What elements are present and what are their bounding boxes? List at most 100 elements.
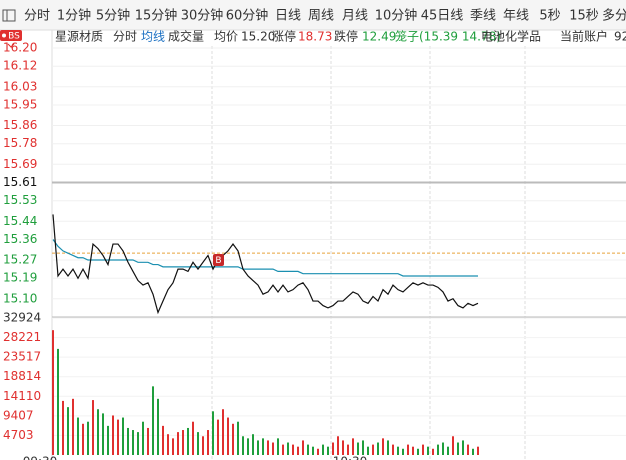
y-tick-label: 15.95 [3, 97, 37, 111]
volume-bar [477, 446, 479, 455]
volume-bar [62, 400, 64, 455]
volume-bar [257, 440, 259, 455]
x-tick-label: 10:30 [333, 455, 368, 460]
volume-bar [167, 434, 169, 455]
tab[interactable]: 季线 [470, 9, 496, 24]
volume-bar [242, 436, 244, 455]
toolbar-bg [0, 0, 626, 30]
volume-bar [252, 434, 254, 455]
bs-dot [2, 33, 6, 38]
tab[interactable]: 5秒 [539, 9, 560, 24]
y-tick-label: 15.61 [3, 175, 37, 189]
x-tick-label: 09:30 [23, 455, 58, 460]
info-item: 涨停 [272, 29, 296, 44]
volume-bar [177, 432, 179, 455]
volume-bar [142, 421, 144, 455]
volume-bar [202, 436, 204, 455]
info-item: 成交量 [168, 29, 204, 44]
volume-bar [342, 440, 344, 455]
info-item: 均价 [214, 30, 238, 44]
volume-bar [462, 440, 464, 455]
tab[interactable]: 45日线 [421, 9, 464, 24]
volume-bar [352, 438, 354, 455]
info-item: 15.20 [241, 30, 275, 44]
y-tick-label: 15.78 [3, 136, 37, 150]
tab[interactable]: 月线 [342, 9, 368, 24]
tab[interactable]: 日线 [275, 9, 301, 24]
volume-bar [92, 400, 94, 455]
volume-bar [372, 444, 374, 455]
volume-bar [147, 427, 149, 455]
volume-bar [212, 411, 214, 455]
bs-badge-text: BS [8, 32, 20, 42]
tab[interactable]: 60分钟 [226, 8, 269, 24]
y-tick-label: 15.69 [3, 157, 37, 171]
y-tick-label: 16.12 [3, 59, 37, 73]
y-tick-label: 4703 [3, 428, 34, 442]
volume-bar [472, 448, 474, 455]
menu-icon[interactable] [2, 9, 16, 22]
y-tick-label: 15.19 [3, 271, 37, 285]
y-tick-label: 32924 [3, 311, 41, 325]
volume-bar [52, 330, 54, 455]
volume-bar [362, 440, 364, 455]
volume-bar [172, 438, 174, 455]
volume-bar [407, 444, 409, 455]
volume-bar [57, 348, 59, 455]
chevron[interactable] [7, 43, 15, 48]
volume-bar [327, 446, 329, 455]
volume-bar [237, 421, 239, 455]
tab[interactable]: 15秒 [569, 9, 599, 24]
trade-marker[interactable] [213, 254, 224, 267]
volume-bar [297, 446, 299, 455]
volume-bar [262, 438, 264, 455]
y-tick-label: 15.10 [3, 291, 37, 305]
y-tick-label: 14110 [3, 389, 41, 403]
info-item: 笼子(15.39 14.78) [395, 29, 501, 44]
tab[interactable]: 多分 [602, 8, 626, 24]
volume-bar [302, 440, 304, 455]
volume-bar [77, 417, 79, 455]
volume-bar [367, 446, 369, 455]
y-tick-label: 15.44 [3, 214, 37, 228]
y-tick-label: 18814 [3, 369, 41, 383]
tab[interactable]: 年线 [503, 9, 529, 24]
volume-bar [187, 427, 189, 455]
volume-bar [197, 432, 199, 455]
tab[interactable]: 周线 [308, 9, 334, 24]
volume-bar [322, 444, 324, 455]
volume-bar [102, 413, 104, 455]
tab[interactable]: 5分钟 [96, 8, 130, 24]
tab[interactable]: 1分钟 [57, 8, 91, 24]
info-item: 92 [614, 30, 626, 44]
volume-bar [292, 444, 294, 455]
volume-bar [117, 419, 119, 455]
volume-bar [132, 430, 134, 455]
volume-bar [437, 444, 439, 455]
volume-bar [162, 425, 164, 455]
tab[interactable]: 30分钟 [181, 8, 224, 24]
volume-bar [307, 444, 309, 455]
y-tick-label: 16.20 [3, 41, 37, 55]
tab[interactable]: 10分钟 [375, 8, 418, 24]
tab[interactable]: 15分钟 [135, 8, 178, 24]
info-item[interactable]: 均线 [141, 30, 165, 44]
info-item: 星源材质 [55, 30, 103, 44]
bs-badge[interactable] [0, 30, 22, 41]
volume-bar [312, 446, 314, 455]
info-item: 分时 [113, 30, 137, 44]
price-line [52, 239, 478, 277]
volume-bar [122, 417, 124, 455]
volume-bar [247, 438, 249, 455]
volume-bar [227, 417, 229, 455]
volume-bar [67, 407, 69, 455]
y-tick-label: 16.03 [3, 79, 37, 93]
volume-bar [357, 442, 359, 455]
volume-bar [392, 444, 394, 455]
info-item: 12.49 [362, 30, 396, 44]
tab[interactable]: 分时 [24, 9, 50, 24]
volume-bar [222, 409, 224, 455]
volume-bar [457, 442, 459, 455]
volume-bar [232, 423, 234, 455]
